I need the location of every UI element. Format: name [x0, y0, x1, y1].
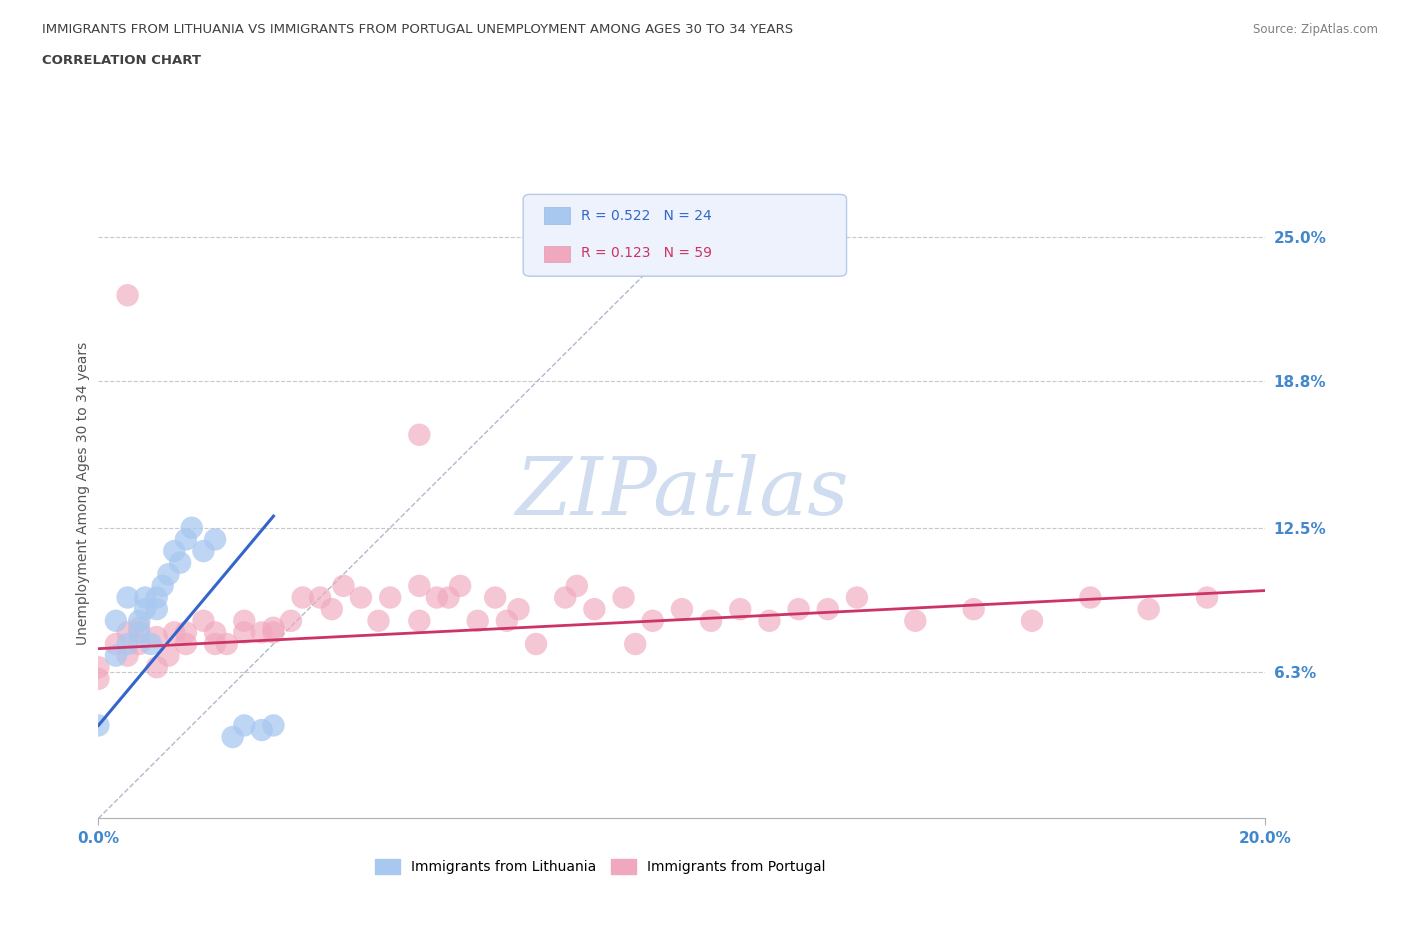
- Point: [87, 718, 110, 733]
- Point: [700, 614, 723, 629]
- Point: [139, 637, 162, 652]
- Point: [250, 723, 273, 737]
- Point: [163, 625, 186, 640]
- Point: [193, 614, 215, 629]
- Point: [204, 532, 226, 547]
- Point: [174, 637, 197, 652]
- Point: [134, 602, 156, 617]
- Point: [193, 543, 215, 558]
- Point: [1137, 602, 1160, 617]
- Text: IMMIGRANTS FROM LITHUANIA VS IMMIGRANTS FROM PORTUGAL UNEMPLOYMENT AMONG AGES 30: IMMIGRANTS FROM LITHUANIA VS IMMIGRANTS …: [42, 23, 793, 36]
- Point: [117, 648, 139, 663]
- Point: [134, 591, 156, 605]
- Text: R = 0.522   N = 24: R = 0.522 N = 24: [581, 208, 711, 223]
- Point: [583, 602, 606, 617]
- Point: [467, 614, 489, 629]
- Point: [157, 648, 180, 663]
- Point: [87, 660, 110, 675]
- Point: [846, 591, 869, 605]
- Point: [408, 578, 430, 593]
- Text: Source: ZipAtlas.com: Source: ZipAtlas.com: [1253, 23, 1378, 36]
- Point: [1021, 614, 1043, 629]
- Point: [128, 614, 150, 629]
- Point: [146, 591, 169, 605]
- Point: [787, 602, 810, 617]
- Point: [104, 614, 127, 629]
- Point: [233, 625, 256, 640]
- Point: [565, 578, 588, 593]
- Point: [174, 532, 197, 547]
- Point: [1080, 591, 1102, 605]
- Point: [128, 625, 150, 640]
- Point: [215, 637, 238, 652]
- Point: [262, 625, 284, 640]
- Point: [146, 630, 169, 644]
- Point: [104, 648, 127, 663]
- Point: [332, 578, 354, 593]
- Point: [104, 637, 127, 652]
- Point: [641, 614, 664, 629]
- Point: [508, 602, 530, 617]
- Point: [262, 620, 284, 635]
- Point: [496, 614, 519, 629]
- Point: [671, 602, 693, 617]
- Point: [174, 625, 197, 640]
- Point: [146, 660, 169, 675]
- Point: [250, 625, 273, 640]
- Point: [962, 602, 984, 617]
- Point: [408, 428, 430, 443]
- Point: [233, 718, 256, 733]
- Point: [221, 729, 243, 744]
- Point: [128, 637, 150, 652]
- Point: [817, 602, 839, 617]
- Point: [350, 591, 373, 605]
- Point: [157, 567, 180, 582]
- Point: [163, 543, 186, 558]
- Point: [1195, 591, 1218, 605]
- Legend: Immigrants from Lithuania, Immigrants from Portugal: Immigrants from Lithuania, Immigrants fr…: [370, 854, 831, 880]
- Text: CORRELATION CHART: CORRELATION CHART: [42, 54, 201, 67]
- Point: [180, 521, 202, 536]
- Point: [408, 614, 430, 629]
- Point: [758, 614, 780, 629]
- Point: [204, 637, 226, 652]
- Point: [437, 591, 460, 605]
- Point: [87, 671, 110, 686]
- Point: [204, 625, 226, 640]
- Point: [233, 614, 256, 629]
- Point: [524, 637, 547, 652]
- Text: R = 0.123   N = 59: R = 0.123 N = 59: [581, 246, 711, 260]
- Point: [449, 578, 471, 593]
- Point: [426, 591, 449, 605]
- Point: [117, 288, 139, 303]
- Point: [262, 718, 284, 733]
- Point: [169, 555, 191, 570]
- Point: [152, 578, 174, 593]
- Point: [117, 637, 139, 652]
- Point: [904, 614, 927, 629]
- Point: [117, 625, 139, 640]
- Point: [321, 602, 343, 617]
- Point: [280, 614, 302, 629]
- Point: [367, 614, 389, 629]
- Point: [484, 591, 506, 605]
- Point: [128, 620, 150, 635]
- Point: [309, 591, 332, 605]
- Point: [117, 591, 139, 605]
- Point: [624, 637, 647, 652]
- Point: [730, 602, 752, 617]
- Point: [380, 591, 402, 605]
- Point: [146, 602, 169, 617]
- Text: ZIPatlas: ZIPatlas: [515, 454, 849, 532]
- Point: [291, 591, 314, 605]
- Y-axis label: Unemployment Among Ages 30 to 34 years: Unemployment Among Ages 30 to 34 years: [76, 341, 90, 644]
- Point: [554, 591, 576, 605]
- Point: [612, 591, 634, 605]
